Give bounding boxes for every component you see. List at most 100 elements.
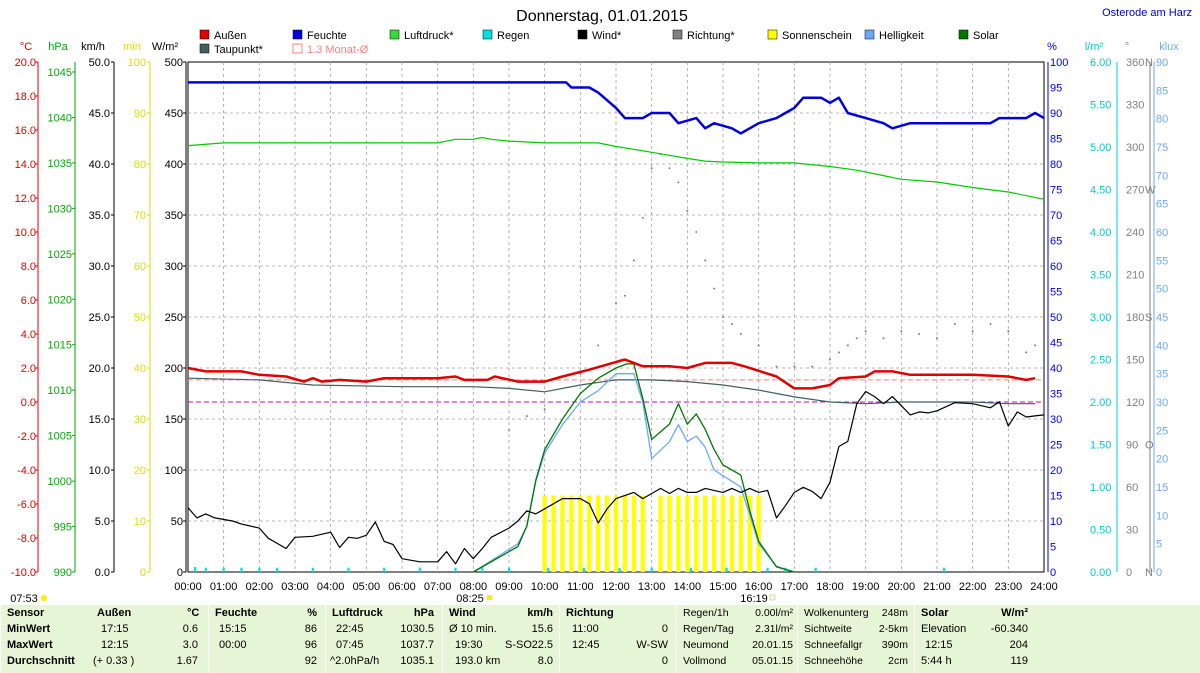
location-label: Osterode am Harz <box>1102 7 1192 19</box>
footer-feuchte-max-value: 96 <box>304 639 317 651</box>
richtung-point <box>650 167 653 170</box>
axis-tick-label: -2.0 <box>17 431 36 443</box>
legend-swatch <box>672 29 683 40</box>
axis-tick-label: 2.50 <box>1090 355 1111 367</box>
footer-solar-unit: W/m² <box>1001 607 1028 619</box>
axis-tick-label: 25 <box>1050 440 1062 452</box>
x-tick-label: 11:00 <box>567 581 594 593</box>
axis-tick-label: -10.0 <box>11 567 36 579</box>
axis-tick-label: 10 <box>1050 516 1062 528</box>
footer-luftdruck-min-value: 1030.5 <box>400 623 434 635</box>
axis-tick-label: 100 <box>165 465 183 477</box>
axis-tick-label: 30 <box>1156 397 1168 409</box>
axis-tick-label: 55 <box>1050 287 1062 299</box>
axis-tick-label: 12.0 <box>15 193 36 205</box>
footer-wind-max-value: 22.5 <box>531 639 553 651</box>
sonnenschein-bar <box>631 495 636 572</box>
footer-wolken-value: 248m <box>881 607 908 619</box>
axis-tick-label: 25 <box>1156 425 1168 437</box>
axis-tick-label: 15 <box>1156 482 1168 494</box>
richtung-point <box>623 294 626 297</box>
axis-tick-label: 60 <box>1156 227 1168 239</box>
footer-aussen-min-time: 17:15 <box>101 623 129 635</box>
sonnenschein-bar <box>604 495 610 572</box>
x-tick-label: 18:00 <box>816 581 844 593</box>
axis-tick-label: 350 <box>165 210 183 222</box>
footer-schneehoehe-value: 2cm <box>888 655 908 667</box>
legend-label-monat: 1.3 Monat-Ø <box>307 44 369 56</box>
richtung-point <box>641 216 644 219</box>
axis-tick-label: 1045 <box>48 67 72 79</box>
footer-sichtweite-label: Sichtweite <box>804 623 852 635</box>
sun-mid-label: 08:25 <box>456 593 484 605</box>
x-tick-label: 17:00 <box>781 581 809 593</box>
x-tick-label: 14:00 <box>674 581 702 593</box>
x-tick-label: 01:00 <box>210 581 238 593</box>
footer-vollmond-value: 05.01.15 <box>752 655 793 667</box>
axis-tick-label: 25.0 <box>89 312 110 324</box>
richtung-point <box>632 259 635 262</box>
x-tick-label: 10:00 <box>531 581 559 593</box>
axis-tick-label: 45.0 <box>89 108 110 120</box>
axis-tick-label: 1020 <box>48 294 72 306</box>
axis-tick-label: 2.00 <box>1090 397 1111 409</box>
legend-swatch <box>767 29 778 40</box>
x-tick-label: 20:00 <box>888 581 916 593</box>
richtung-point <box>918 333 921 335</box>
footer-wind-max-dir: S-SO <box>505 639 532 651</box>
footer-wolken-column: Wolkenunterg 248m Sichtweite 2-5km Schneef… <box>797 605 914 673</box>
legend-swatch <box>199 43 210 54</box>
sonnenschein-bar <box>622 495 628 572</box>
footer-wind-column: Wind km/h Ø 10 min. 15.6 19:30 S-SO 22.5 19… <box>442 605 559 673</box>
axis-tick-label: 15.0 <box>89 414 110 426</box>
legend-swatch <box>389 29 400 40</box>
legend-swatch <box>864 29 875 40</box>
footer-luftdruck-header: Luftdruck <box>332 607 383 619</box>
axis-tick-label: 1040 <box>48 112 72 124</box>
legend-label: Luftdruck* <box>404 30 454 42</box>
sonnenschein-bar <box>729 495 735 572</box>
regen-bar <box>766 567 769 572</box>
axis-tick-label: 45 <box>1050 338 1062 350</box>
legend-label: Wind* <box>592 30 622 42</box>
direction-label: N <box>1145 567 1153 579</box>
footer-neumond-value: 20.01.15 <box>752 639 793 651</box>
footer-solar-max-time: 12:15 <box>925 639 953 651</box>
axis-tick-label: 1000 <box>48 476 72 488</box>
axis-tick-label: 150 <box>1126 355 1144 367</box>
axis-tick-label: 70 <box>134 210 146 222</box>
axis-tick-label: 20 <box>1156 454 1168 466</box>
sonnenschein-bar <box>703 495 708 572</box>
richtung-point <box>722 316 724 318</box>
axis-tick-label: 50 <box>134 312 146 324</box>
footer-regen-tag-value: 2.31l/m² <box>755 623 793 635</box>
axis-tick-label: 75 <box>1050 185 1062 197</box>
axis-tick-label: 5.00 <box>1090 142 1111 154</box>
footer-wind-avg-value: 15.6 <box>531 623 553 635</box>
axis-tick-label: 4.00 <box>1090 227 1111 239</box>
axis-tick-label: 0.00 <box>1090 567 1111 579</box>
axis-unit-label: % <box>1047 41 1057 53</box>
richtung-point <box>829 358 831 361</box>
axis-tick-label: 40.0 <box>89 159 110 171</box>
sonnenschein-bar <box>613 495 619 572</box>
sonnenschein-bar <box>578 495 583 572</box>
richtung-point <box>695 231 698 233</box>
axis-tick-label: 20 <box>1050 465 1062 477</box>
axis-tick-label: -6.0 <box>17 499 36 511</box>
axis-tick-label: 60 <box>1126 482 1138 494</box>
regen-bar <box>240 567 243 572</box>
sonnenschein-bar <box>596 495 601 572</box>
direction-label: N <box>1145 57 1153 69</box>
x-tick-label: 06:00 <box>388 581 416 593</box>
footer-luftdruck-unit: hPa <box>413 607 434 619</box>
axis-tick-label: 3.50 <box>1090 270 1111 282</box>
footer-schneefall-value: 390m <box>881 639 908 651</box>
regen-bar <box>258 567 261 572</box>
x-tick-label: 24:00 <box>1030 581 1058 593</box>
legend-label: Regen <box>497 30 529 42</box>
sonnenschein-bar <box>658 495 663 572</box>
richtung-point <box>900 330 903 333</box>
axis-tick-label: 4.0 <box>21 329 36 341</box>
axis-tick-label: 55 <box>1156 255 1168 267</box>
